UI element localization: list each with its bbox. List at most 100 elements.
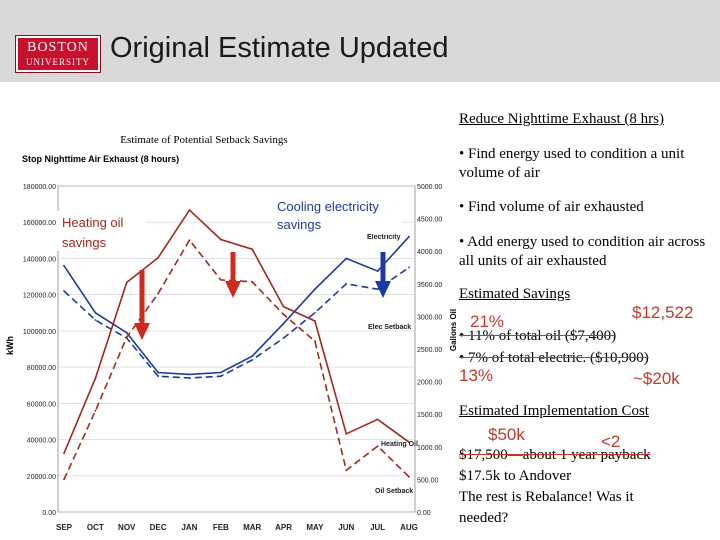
- series-line-elec-setback: [63, 266, 410, 379]
- impl-line-payback: $17,500—about 1 year payback: [459, 447, 651, 463]
- x-tick-label: MAY: [306, 523, 324, 532]
- data-point-heating-oil: [376, 418, 379, 421]
- bullet-energy-text: • Find energy used to condition a unit v…: [459, 146, 685, 181]
- data-point-heating-oil: [63, 452, 65, 455]
- data-point-heating-oil: [94, 377, 97, 380]
- data-point-oil-setback: [282, 313, 285, 316]
- data-point-oil-setback: [345, 469, 348, 472]
- y-tick-label: 180000.00: [23, 184, 56, 191]
- series-label-elec-setback: Elec Setback: [368, 324, 411, 331]
- y2-tick-label: 3000.00: [417, 314, 442, 321]
- est-oil-line: • 11% of total oil ($7,400): [459, 328, 617, 344]
- data-point-heating-oil: [314, 320, 316, 322]
- data-point-elec-setback: [282, 337, 285, 340]
- logo-line2: UNIVERSITY: [26, 57, 90, 67]
- data-point-electricity: [282, 322, 285, 325]
- handwritten-oil-pct: 21%: [470, 312, 505, 331]
- x-tick-label: NOV: [118, 523, 136, 532]
- boston-university-logo: BOSTON UNIVERSITY: [15, 35, 101, 73]
- y2-tick-label: 5000.00: [417, 184, 442, 191]
- y-axis-label: kWh: [5, 336, 15, 355]
- y-tick-label: 20000.00: [27, 474, 56, 481]
- series-label-electricity: Electricity: [367, 234, 401, 241]
- data-point-elec-setback: [314, 311, 316, 314]
- data-point-elec-setback: [157, 375, 159, 378]
- estimated-savings-heading: Estimated Savings: [459, 286, 571, 302]
- y-tick-label: 40000.00: [27, 438, 56, 445]
- series-label-heating-oil: Heating Oil: [381, 441, 418, 448]
- impl-line-rebalance: The rest is Rebalance! Was it: [459, 489, 634, 505]
- data-point-electricity: [63, 264, 65, 267]
- handwritten-payback: <2: [601, 432, 621, 451]
- y-tick-label: 160000.00: [23, 220, 56, 227]
- bullet-add-energy-text: • Add energy used to condition air acros…: [459, 234, 706, 269]
- implementation-cost-heading: Estimated Implementation Cost: [459, 403, 649, 419]
- y2-axis-label: Gallons Oil: [449, 309, 458, 351]
- heating-label-line2: savings: [62, 235, 107, 250]
- y2-tick-label: 0.00: [417, 510, 431, 517]
- handwritten-approx-total: ~$20k: [633, 369, 680, 388]
- data-point-electricity: [157, 371, 159, 374]
- x-tick-label: FEB: [213, 523, 229, 532]
- data-point-heating-oil: [282, 305, 285, 308]
- cooling-arrow-head: [375, 281, 391, 298]
- data-point-elec-setback: [251, 358, 254, 361]
- data-point-oil-setback: [314, 340, 316, 343]
- y2-tick-label: 4500.00: [417, 217, 442, 224]
- heating-label-line1: Heating oil: [62, 215, 124, 230]
- heating-label-box: [56, 211, 146, 251]
- bullet-add-energy: • Add energy used to condition air acros…: [459, 233, 714, 271]
- x-tick-label: JUL: [370, 523, 385, 532]
- data-point-oil-setback: [94, 410, 97, 412]
- x-tick-label: APR: [275, 523, 292, 532]
- data-point-oil-setback: [63, 478, 65, 481]
- y-tick-label: 0.00: [42, 510, 56, 517]
- data-point-oil-setback: [157, 292, 159, 295]
- data-point-oil-setback: [376, 445, 379, 448]
- data-point-electricity: [188, 373, 191, 376]
- series-label-oil-setback: Oil Setback: [375, 488, 413, 495]
- data-point-elec-setback: [188, 377, 191, 379]
- handwritten-elec-pct: 13%: [459, 366, 494, 385]
- data-point-electricity: [376, 270, 379, 273]
- data-point-heating-oil: [251, 248, 254, 251]
- notes-heading: Reduce Nighttime Exhaust (8 hrs): [459, 111, 664, 127]
- data-point-heating-oil: [125, 281, 128, 284]
- header-divider: [0, 82, 720, 85]
- bullet-volume: • Find volume of air exhausted: [459, 199, 644, 215]
- y2-tick-label: 1500.00: [417, 412, 442, 419]
- data-point-electricity: [408, 235, 410, 238]
- chart-subtitle: Stop Nighttime Air Exhaust (8 hours): [22, 154, 179, 164]
- data-point-heating-oil: [408, 441, 410, 444]
- y2-tick-label: 500.00: [417, 477, 439, 484]
- y2-tick-label: 2000.00: [417, 380, 442, 387]
- data-point-elec-setback: [94, 319, 97, 321]
- y2-tick-label: 2500.00: [417, 347, 442, 354]
- handwritten-cost: $50k: [488, 425, 525, 444]
- impl-line-needed: needed?: [459, 510, 509, 526]
- data-point-elec-setback: [408, 266, 410, 269]
- est-elec-line: • 7% of total electric. ($10,900): [459, 350, 649, 366]
- y-tick-label: 60000.00: [27, 401, 56, 408]
- data-point-oil-setback: [408, 475, 410, 478]
- series-line-oil-setback: [63, 238, 410, 480]
- data-point-electricity: [314, 288, 316, 291]
- header-bar: [0, 0, 720, 82]
- data-point-electricity: [219, 371, 222, 374]
- heating-arrow-2-head: [225, 281, 241, 298]
- series-line-heating-oil: [63, 208, 410, 454]
- data-point-heating-oil: [219, 238, 222, 241]
- data-point-elec-setback: [63, 290, 65, 292]
- data-point-electricity: [345, 257, 348, 260]
- data-point-oil-setback: [251, 280, 254, 283]
- data-point-oil-setback: [219, 278, 222, 281]
- data-point-electricity: [125, 331, 128, 334]
- series-line-electricity: [63, 236, 410, 376]
- x-tick-label: SEP: [56, 523, 73, 532]
- y-tick-label: 140000.00: [23, 256, 56, 263]
- cooling-label-line2: savings: [277, 217, 322, 232]
- x-tick-label: AUG: [400, 523, 418, 532]
- y-tick-label: 80000.00: [27, 365, 56, 372]
- chart-title: Estimate of Potential Setback Savings: [120, 134, 287, 146]
- data-point-heating-oil: [345, 432, 348, 435]
